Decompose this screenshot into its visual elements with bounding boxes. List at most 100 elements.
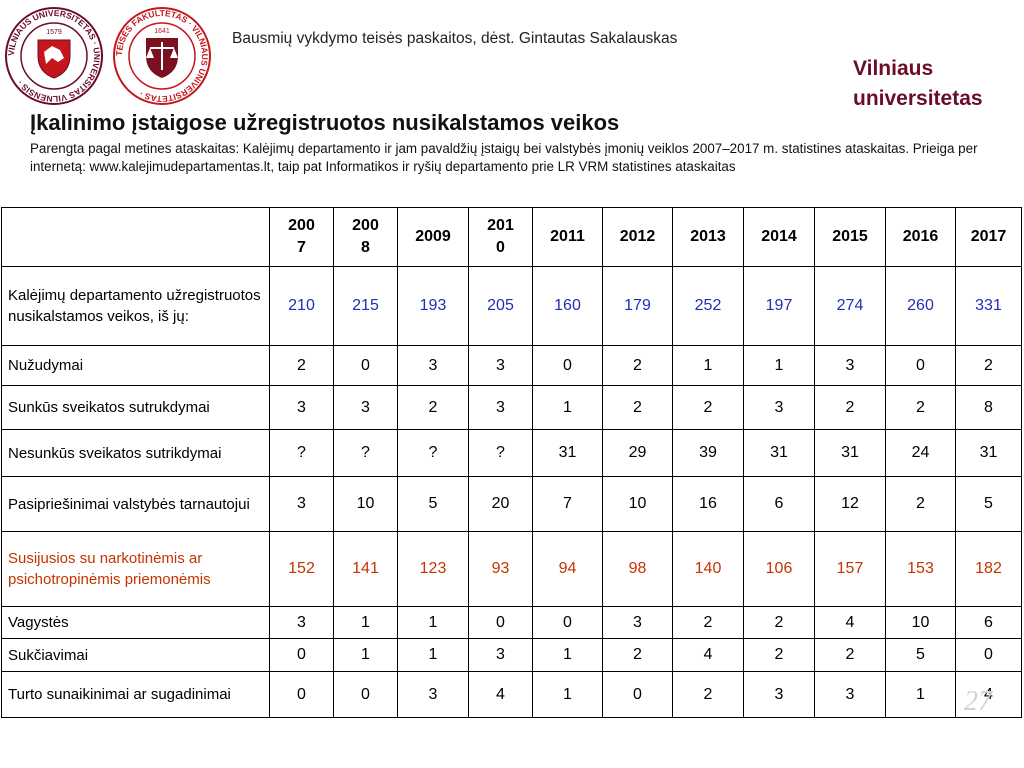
table-cell: 3 <box>743 671 815 718</box>
svg-text:1579: 1579 <box>46 29 62 36</box>
table-cell: ? <box>333 429 398 477</box>
table-cell: 3 <box>269 476 334 532</box>
table-cell: 210 <box>269 266 334 346</box>
table-cell: 8 <box>955 385 1022 430</box>
table-cell: 5 <box>397 476 469 532</box>
table-row: Susijusios su narkotinėmis ar psichotrop… <box>1 531 1022 607</box>
table-cell: 6 <box>743 476 815 532</box>
table-cell: 3 <box>468 638 533 672</box>
table-cell: 94 <box>532 531 603 607</box>
table-cell: 5 <box>955 476 1022 532</box>
table-cell: 1 <box>672 345 744 386</box>
table-cell: 193 <box>397 266 469 346</box>
table-cell: 2 <box>672 671 744 718</box>
table-row: Kalėjimų departamento užregistruotos nus… <box>1 266 1022 346</box>
table-cell: 3 <box>269 385 334 430</box>
row-label: Nužudymai <box>1 345 270 386</box>
year-header-2012: 2012 <box>602 207 673 267</box>
table-cell: 29 <box>602 429 673 477</box>
table-cell: 141 <box>333 531 398 607</box>
table-cell: 4 <box>814 606 886 639</box>
table-row: Sukčiavimai 0 1 1 3 1 2 4 2 2 5 0 <box>1 638 1022 672</box>
year-header-2013: 2013 <box>672 207 744 267</box>
law-faculty-seal-logo: TEISĖS FAKULTETAS · VILNIAUS UNIVERSITET… <box>113 7 211 105</box>
table-cell: 1 <box>333 606 398 639</box>
table-cell: 0 <box>269 638 334 672</box>
table-cell: 179 <box>602 266 673 346</box>
table-row: Turto sunaikinimai ar sugadinimai 0 0 3 4 1 0 2… <box>1 671 1022 718</box>
table-row: Vagystės 3 1 1 0 0 3 2 2 4 10 6 <box>1 606 1022 639</box>
table-cell: 3 <box>468 345 533 386</box>
table-cell: 0 <box>602 671 673 718</box>
year-header-2016: 2016 <box>885 207 956 267</box>
table-cell: 93 <box>468 531 533 607</box>
year-header-2017: 2017 <box>955 207 1022 267</box>
brand-line-2: universitetas <box>853 87 983 110</box>
table-cell: 3 <box>743 385 815 430</box>
table-cell: 31 <box>814 429 886 477</box>
year-header-2011: 2011 <box>532 207 603 267</box>
row-label: Vagystės <box>1 606 270 639</box>
table-cell: 10 <box>885 606 956 639</box>
table-cell: ? <box>397 429 469 477</box>
row-label: Susijusios su narkotinėmis ar psichotrop… <box>1 531 270 607</box>
crime-statistics-table: 2007 2008 2009 2010 2011 2012 2013 2014 2015 2016… <box>1 207 1022 718</box>
course-header: Bausmių vykdymo teisės paskaitos, dėst. … <box>232 30 678 47</box>
table-cell: 31 <box>955 429 1022 477</box>
table-cell: 7 <box>532 476 603 532</box>
table-cell: 2 <box>743 638 815 672</box>
table-cell: 31 <box>532 429 603 477</box>
table-cell: 215 <box>333 266 398 346</box>
table-cell: 12 <box>814 476 886 532</box>
year-header-2014: 2014 <box>743 207 815 267</box>
table-cell: 274 <box>814 266 886 346</box>
table-cell: 1 <box>743 345 815 386</box>
table-cell: 2 <box>743 606 815 639</box>
table-cell: 6 <box>955 606 1022 639</box>
table-cell: 153 <box>885 531 956 607</box>
table-cell: 4 <box>468 671 533 718</box>
slide-title: Įkalinimo įstaigose užregistruotos nusik… <box>30 110 620 135</box>
table-cell: ? <box>468 429 533 477</box>
table-cell: 2 <box>602 385 673 430</box>
table-cell: 260 <box>885 266 956 346</box>
table-cell: 2 <box>397 385 469 430</box>
table-cell: 0 <box>532 606 603 639</box>
vilnius-university-seal-logo: VILNIAUS UNIVERSITETAS · UNIVERSITAS VIL… <box>5 7 103 105</box>
row-label: Kalėjimų departamento užregistruotos nus… <box>1 266 270 346</box>
table-cell: 3 <box>602 606 673 639</box>
table-row: Pasipriešinimai valstybės tarnautojui 3 10… <box>1 476 1022 532</box>
table-cell: 0 <box>468 606 533 639</box>
table-cell: 1 <box>397 638 469 672</box>
table-header-row: 2007 2008 2009 2010 2011 2012 2013 2014 2015 2016… <box>1 207 1022 267</box>
table-cell: 5 <box>885 638 956 672</box>
year-header-2007: 2007 <box>269 207 334 267</box>
table-cell: 3 <box>333 385 398 430</box>
table-row: Sunkūs sveikatos sutrukdymai 3 3 2 3 1 2 2 3 2 2 8 <box>1 385 1022 430</box>
row-label: Nesunkūs sveikatos sutrikdymai <box>1 429 270 477</box>
table-cell: 10 <box>602 476 673 532</box>
table-cell: 4 <box>672 638 744 672</box>
table-cell: 157 <box>814 531 886 607</box>
table-cell: 3 <box>468 385 533 430</box>
table-cell: 160 <box>532 266 603 346</box>
university-brand: Vilniaus universitetas <box>853 54 983 114</box>
table-cell: 0 <box>333 345 398 386</box>
table-cell: 3 <box>397 671 469 718</box>
table-cell: 1 <box>333 638 398 672</box>
table-cell: 152 <box>269 531 334 607</box>
table-cell: 2 <box>672 606 744 639</box>
table-cell: 3 <box>814 671 886 718</box>
table-cell: 31 <box>743 429 815 477</box>
table-cell: 1 <box>885 671 956 718</box>
table-row: Nesunkūs sveikatos sutrikdymai???? 31 29 39… <box>1 429 1022 477</box>
table-cell: 2 <box>602 638 673 672</box>
row-label: Pasipriešinimai valstybės tarnautojui <box>1 476 270 532</box>
table-cell: 1 <box>532 385 603 430</box>
table-cell: 197 <box>743 266 815 346</box>
row-label: Sukčiavimai <box>1 638 270 672</box>
table-cell: 3 <box>397 345 469 386</box>
table-cell: 0 <box>333 671 398 718</box>
table-cell: 2 <box>602 345 673 386</box>
slide-subtitle: Parengta pagal metines ataskaitas: Kalėj… <box>30 141 978 174</box>
